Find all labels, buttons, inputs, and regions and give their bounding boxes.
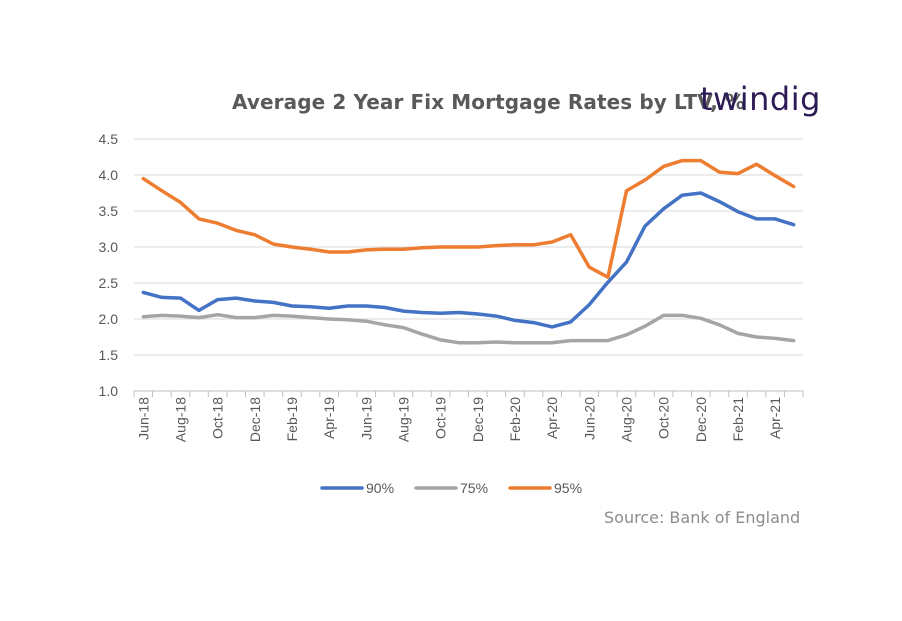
y-tick-label: 3.5 — [99, 203, 119, 219]
x-tick-label: Dec-19 — [470, 397, 486, 442]
y-tick-label: 3.0 — [99, 239, 119, 255]
series-line-75pct — [141, 312, 796, 345]
y-axis-ticks: 1.0 1.5 2.0 2.5 3.0 3.5 4.0 4.5 — [99, 131, 119, 399]
y-tick-label: 1.5 — [99, 347, 119, 363]
legend-label: 75% — [460, 480, 488, 496]
series-line-95pct — [141, 158, 796, 279]
x-tick-label: Jun-20 — [581, 397, 597, 440]
legend: 90% 75% 95% — [320, 480, 582, 496]
x-tick-label: Oct-18 — [210, 397, 226, 439]
x-tick-label: Apr-21 — [767, 397, 783, 439]
y-tick-label: 1.0 — [99, 383, 119, 399]
legend-label: 90% — [366, 480, 394, 496]
x-tick-label: Feb-19 — [284, 397, 300, 442]
y-tick-label: 4.5 — [99, 131, 119, 147]
x-tick-label: Aug-19 — [395, 397, 411, 442]
x-tick-label: Feb-21 — [730, 397, 746, 442]
x-tick-label: Feb-20 — [507, 397, 523, 442]
chart-title: Average 2 Year Fix Mortgage Rates by LTV… — [232, 90, 746, 114]
series-line-90pct — [141, 191, 796, 329]
x-tick-label: Dec-18 — [247, 397, 263, 442]
x-tick-label: Jun-18 — [135, 397, 151, 440]
x-tick-label: Apr-19 — [321, 397, 337, 439]
x-tick-label: Aug-18 — [172, 397, 188, 442]
brand-logo: twindig — [700, 80, 821, 118]
y-tick-label: 2.0 — [99, 311, 119, 327]
source-note: Source: Bank of England — [604, 508, 801, 527]
y-tick-label: 2.5 — [99, 275, 119, 291]
x-tick-label: Oct-20 — [656, 397, 672, 439]
x-tick-label: Apr-20 — [544, 397, 560, 439]
y-tick-label: 4.0 — [99, 167, 119, 183]
x-tick-label: Oct-19 — [433, 397, 449, 439]
series-lines — [141, 158, 796, 345]
x-tick-label: Dec-20 — [693, 397, 709, 442]
x-tick-label: Jun-19 — [358, 397, 374, 440]
x-axis: Jun-18 Aug-18 Oct-18 Dec-18 Feb-19 Apr-19 Jun-… — [133, 390, 804, 442]
x-tick-label: Aug-20 — [618, 397, 634, 442]
legend-label: 95% — [554, 480, 582, 496]
